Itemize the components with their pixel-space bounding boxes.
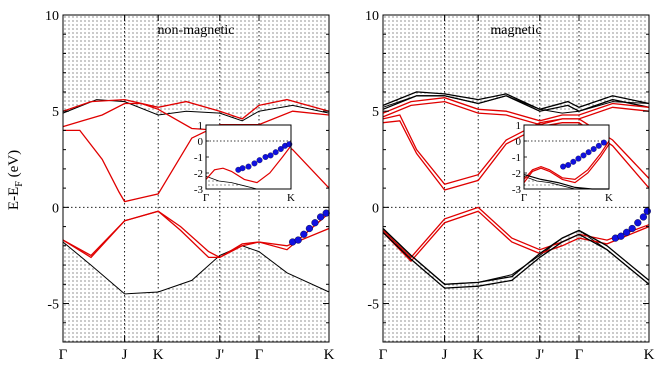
plot-frame: [62, 14, 330, 343]
x-tick-label: Γ: [575, 347, 584, 363]
band-line: [382, 231, 650, 289]
inset-x-tick-label: K: [287, 192, 295, 204]
inset-data-point: [262, 154, 269, 160]
data-point: [617, 232, 625, 240]
inset-y-tick-label: -1: [194, 152, 203, 164]
band-line: [382, 228, 650, 285]
x-tick-label: K: [644, 347, 655, 363]
inset-data-point: [570, 158, 577, 165]
inset-data-point: [585, 149, 592, 156]
x-tick-label: Γ: [59, 347, 68, 363]
x-tick-label: Γ: [255, 347, 264, 363]
band-line: [62, 210, 330, 259]
data-point: [294, 236, 302, 244]
plot-frame: [382, 14, 650, 343]
inset-band-line: [523, 140, 610, 181]
data-point: [300, 230, 308, 238]
y-tick-label: -5: [47, 298, 59, 313]
inset-x-tick-label: Γ: [521, 192, 527, 204]
inset-y-tick-label: -2: [512, 168, 521, 180]
panel-title: magnetic: [490, 23, 541, 38]
inset-y-tick-label: -3: [512, 184, 522, 196]
band-line: [382, 210, 650, 263]
x-tick-label: Γ: [379, 347, 388, 363]
inset-data-point: [595, 142, 602, 149]
inset-data-point: [272, 149, 279, 156]
inset-data-point: [565, 162, 572, 168]
y-tick-label: 5: [52, 105, 59, 120]
inset-data-point: [575, 155, 582, 162]
band-line: [63, 110, 330, 203]
inset-data-point: [245, 163, 252, 170]
data-point: [322, 209, 330, 217]
inset-data-point: [277, 146, 284, 152]
inset-data-point: [600, 139, 607, 146]
inset-background: [206, 125, 291, 189]
data-point: [628, 224, 636, 233]
inset-data-point: [267, 152, 274, 159]
band-line: [382, 100, 650, 126]
x-tick-label: K: [153, 347, 164, 363]
inset-data-point: [256, 157, 263, 164]
band-line: [382, 91, 650, 110]
panel-title: non-magnetic: [158, 23, 235, 38]
x-tick-label: K: [473, 347, 484, 363]
inset-data-point: [580, 152, 587, 159]
x-tick-label: K: [324, 347, 335, 363]
x-tick-label: J: [122, 347, 128, 363]
y-tick-label: 10: [365, 9, 379, 24]
inset-data-point: [560, 163, 567, 170]
data-point: [317, 213, 325, 221]
y-tick-label: 5: [372, 105, 379, 120]
x-tick-label: J': [216, 347, 225, 363]
band-line: [62, 98, 330, 120]
band-line: [382, 206, 650, 259]
data-point: [634, 219, 642, 227]
data-point: [643, 207, 651, 215]
y-axis-label: E-EF (eV): [6, 150, 25, 210]
y-tick-label: 10: [45, 9, 59, 24]
inset-band-line: [205, 145, 292, 184]
inset-y-tick-label: 0: [198, 136, 204, 148]
x-tick-label: J: [442, 347, 448, 363]
inset-y-tick-label: 1: [516, 120, 522, 132]
band-line: [382, 95, 650, 112]
y-tick-label: -5: [367, 298, 379, 313]
data-point: [639, 213, 648, 221]
inset-data-point: [590, 146, 597, 152]
band-line: [382, 97, 650, 122]
inset-x-tick-label: K: [605, 192, 613, 204]
inset-y-tick-label: 1: [198, 120, 204, 132]
data-point: [305, 224, 314, 233]
data-point: [311, 219, 319, 227]
inset-y-tick-label: -2: [194, 168, 203, 180]
x-tick-label: J': [536, 347, 545, 363]
y-tick-label: 0: [372, 201, 379, 216]
inset-background: [524, 125, 609, 189]
data-point: [622, 228, 631, 236]
inset-data-point: [251, 160, 258, 167]
inset-x-tick-label: Γ: [203, 192, 209, 204]
y-tick-label: 0: [52, 201, 59, 216]
inset-y-tick-label: 0: [516, 136, 522, 148]
inset-band-line: [523, 143, 610, 184]
inset-data-point: [239, 165, 246, 172]
inset-y-tick-label: -1: [512, 152, 521, 164]
inset-y-tick-label: -3: [194, 184, 204, 196]
